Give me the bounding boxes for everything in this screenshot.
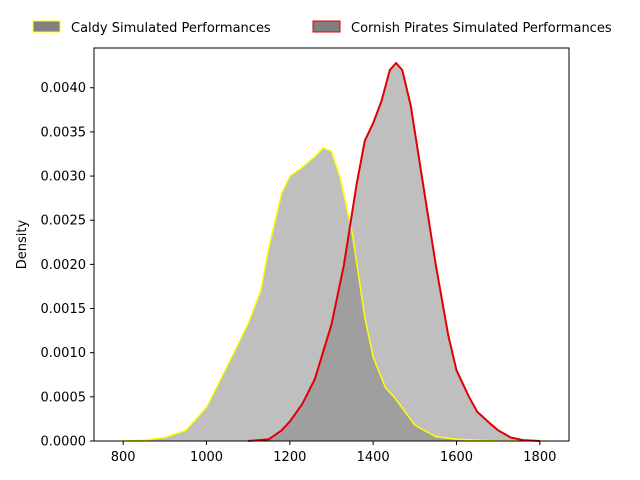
x-tick-label: 1600 bbox=[440, 450, 473, 465]
y-tick-label: 0.0015 bbox=[41, 302, 87, 317]
density-fill-series-2 bbox=[248, 63, 540, 441]
y-tick-label: 0.0020 bbox=[41, 258, 87, 273]
y-tick-label: 0.0000 bbox=[41, 435, 87, 450]
x-tick-label: 1400 bbox=[357, 450, 390, 465]
y-tick-label: 0.0025 bbox=[41, 214, 87, 229]
y-tick-label: 0.0030 bbox=[41, 170, 87, 185]
x-tick-label: 800 bbox=[111, 450, 136, 465]
legend: Caldy Simulated Performances Cornish Pira… bbox=[32, 20, 612, 36]
plot-area bbox=[123, 62, 549, 442]
plot-frame bbox=[93, 47, 570, 442]
y-axis: 0.0000 0.0005 0.0010 0.0015 0.0020 0.0025 0.00… bbox=[41, 81, 94, 450]
legend-swatch-series-2 bbox=[312, 20, 341, 33]
legend-swatch-series-1 bbox=[32, 20, 61, 33]
x-tick-label: 1800 bbox=[523, 450, 556, 465]
x-tick-label: 1000 bbox=[190, 450, 223, 465]
y-axis-label: Density bbox=[15, 219, 30, 269]
x-tick-label: 1200 bbox=[273, 450, 306, 465]
density-line-series-1 bbox=[123, 147, 549, 442]
y-tick-label: 0.0005 bbox=[41, 390, 87, 405]
y-tick-label: 0.0035 bbox=[41, 125, 87, 140]
y-tick-label: 0.0010 bbox=[41, 346, 87, 361]
density-fill-series-1 bbox=[123, 147, 549, 442]
y-tick-label: 0.0040 bbox=[41, 81, 87, 96]
x-axis: 800 1000 1200 1400 1600 1800 bbox=[111, 441, 556, 465]
density-line-series-2 bbox=[248, 62, 540, 442]
legend-label-series-2: Cornish Pirates Simulated Performances bbox=[351, 21, 612, 36]
legend-label-series-1: Caldy Simulated Performances bbox=[71, 21, 271, 36]
